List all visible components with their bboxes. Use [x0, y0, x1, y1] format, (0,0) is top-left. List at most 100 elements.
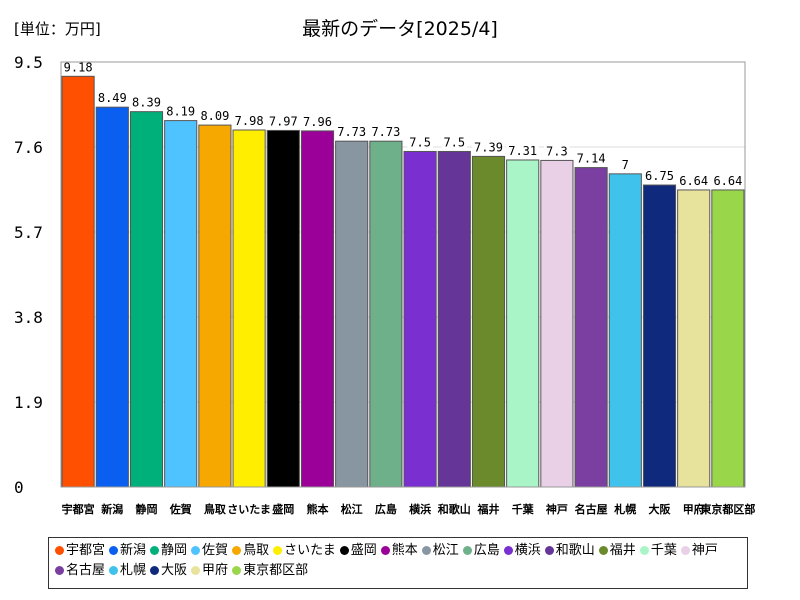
legend-item: 横浜: [503, 541, 541, 561]
y-tick-label: 9.5: [14, 53, 43, 72]
data-label-bg: [369, 124, 403, 140]
bar-神戸: [540, 159, 574, 488]
bar-熊本: [300, 130, 335, 488]
legend-marker-icon: [109, 546, 119, 555]
legend-label: 盛岡: [350, 543, 377, 558]
data-label-bg: [335, 124, 369, 140]
x-tick-label: 松江: [341, 502, 363, 516]
data-label-bg: [472, 139, 505, 155]
x-tick-label: 千葉: [512, 502, 535, 516]
legend-item: 千葉: [639, 541, 677, 561]
legend-marker-icon: [639, 546, 649, 555]
bar-鳥取: [198, 124, 232, 488]
legend-item: 静岡: [150, 541, 187, 561]
data-label-bg: [198, 108, 232, 124]
data-label-bg: [574, 150, 608, 166]
data-label: 7.73: [337, 125, 366, 139]
legend-item: 松江: [421, 541, 459, 561]
legend-label: さいたま: [284, 543, 336, 558]
y-tick-label: 0: [14, 478, 24, 497]
plot-frame: [60, 61, 746, 488]
bar-大阪: [642, 184, 677, 488]
data-label-bg: [266, 113, 300, 129]
legend-label: 大阪: [161, 563, 188, 578]
data-label-bg: [506, 142, 540, 158]
legend-item: さいたま: [273, 541, 336, 561]
x-tick-label: さいたま: [227, 503, 271, 516]
legend-label: 東京都区部: [243, 563, 309, 578]
legend-marker-icon: [503, 546, 513, 555]
legend-label: 静岡: [161, 543, 188, 558]
bar-名古屋: [574, 167, 608, 488]
legend-marker-icon: [273, 546, 283, 555]
legend-label: 福井: [609, 543, 636, 558]
bar-松江: [335, 140, 369, 488]
legend-label: 神戸: [691, 543, 718, 558]
legend-marker-icon: [232, 546, 242, 555]
data-label: 6.64: [713, 174, 742, 188]
legend-marker-icon: [150, 546, 160, 555]
legend-label: 甲府: [202, 563, 229, 578]
data-label-bg: [164, 103, 198, 119]
bar-甲府: [677, 189, 711, 488]
x-tick-label: 和歌山: [438, 502, 471, 516]
y-tick-label: 5.7: [14, 223, 43, 242]
bar-広島: [369, 140, 403, 488]
x-tick-label: 広島: [375, 502, 397, 516]
legend-marker-icon: [191, 566, 201, 575]
x-tick-label: 佐賀: [169, 502, 192, 516]
bar-新潟: [95, 106, 129, 488]
data-label-bg: [95, 90, 129, 106]
legend-label: 宇都宮: [66, 543, 106, 558]
data-label: 7.14: [577, 152, 606, 166]
data-label-bg: [619, 156, 631, 172]
x-tick-label: 熊本: [307, 502, 329, 516]
x-tick-label: 宇都宮: [62, 502, 95, 516]
x-tick-label: 名古屋: [575, 502, 608, 516]
bar-千葉: [506, 159, 540, 488]
legend-marker-icon: [150, 566, 160, 575]
bar-札幌: [608, 173, 642, 488]
x-tick-label: 盛岡: [272, 502, 294, 516]
legend-marker-icon: [421, 546, 431, 555]
legend-item: 盛岡: [339, 541, 377, 561]
legend-item: 鳥取: [232, 541, 269, 561]
data-label: 7.5: [443, 135, 465, 149]
data-label-bg: [232, 113, 266, 128]
data-label-bg: [711, 172, 745, 188]
legend-label: 佐賀: [202, 543, 229, 558]
data-label: 7: [622, 158, 629, 172]
data-label-bg: [301, 113, 334, 129]
chart-title: 最新のデータ[2025/4]: [302, 18, 498, 40]
data-label: 6.64: [679, 174, 708, 188]
data-label: 7.39: [474, 140, 503, 154]
data-label: 8.09: [200, 109, 229, 123]
data-label: 7.5: [409, 135, 431, 149]
y-tick-label: 7.6: [14, 138, 43, 157]
data-label: 8.39: [132, 96, 161, 110]
legend-label: 新潟: [120, 543, 147, 558]
x-tick-label: 東京都区部: [700, 502, 755, 516]
data-label-bg: [677, 172, 711, 188]
legend-item: 新潟: [109, 541, 146, 561]
data-label: 7.3: [546, 144, 568, 158]
x-tick-label: 甲府: [683, 502, 705, 516]
legend-label: 熊本: [391, 543, 418, 558]
legend-item: 東京都区部: [232, 561, 308, 581]
data-label: 8.49: [98, 91, 127, 105]
legend-label: 横浜: [514, 543, 541, 558]
legend-label: 和歌山: [555, 543, 595, 558]
legend-marker-icon: [339, 546, 349, 555]
legend-label: 札幌: [120, 563, 147, 578]
legend-item: 大阪: [150, 561, 187, 581]
data-label-bg: [441, 134, 468, 150]
bar-佐賀: [164, 120, 198, 488]
legend-marker-icon: [380, 546, 390, 555]
data-label-bg: [130, 94, 163, 110]
legend-marker-icon: [55, 566, 64, 575]
unit-label: [単位：万円]: [14, 20, 101, 38]
legend-marker-icon: [55, 546, 64, 555]
data-label: 7.73: [371, 125, 400, 139]
legend-marker-icon: [598, 546, 608, 555]
data-label: 7.31: [508, 144, 537, 158]
